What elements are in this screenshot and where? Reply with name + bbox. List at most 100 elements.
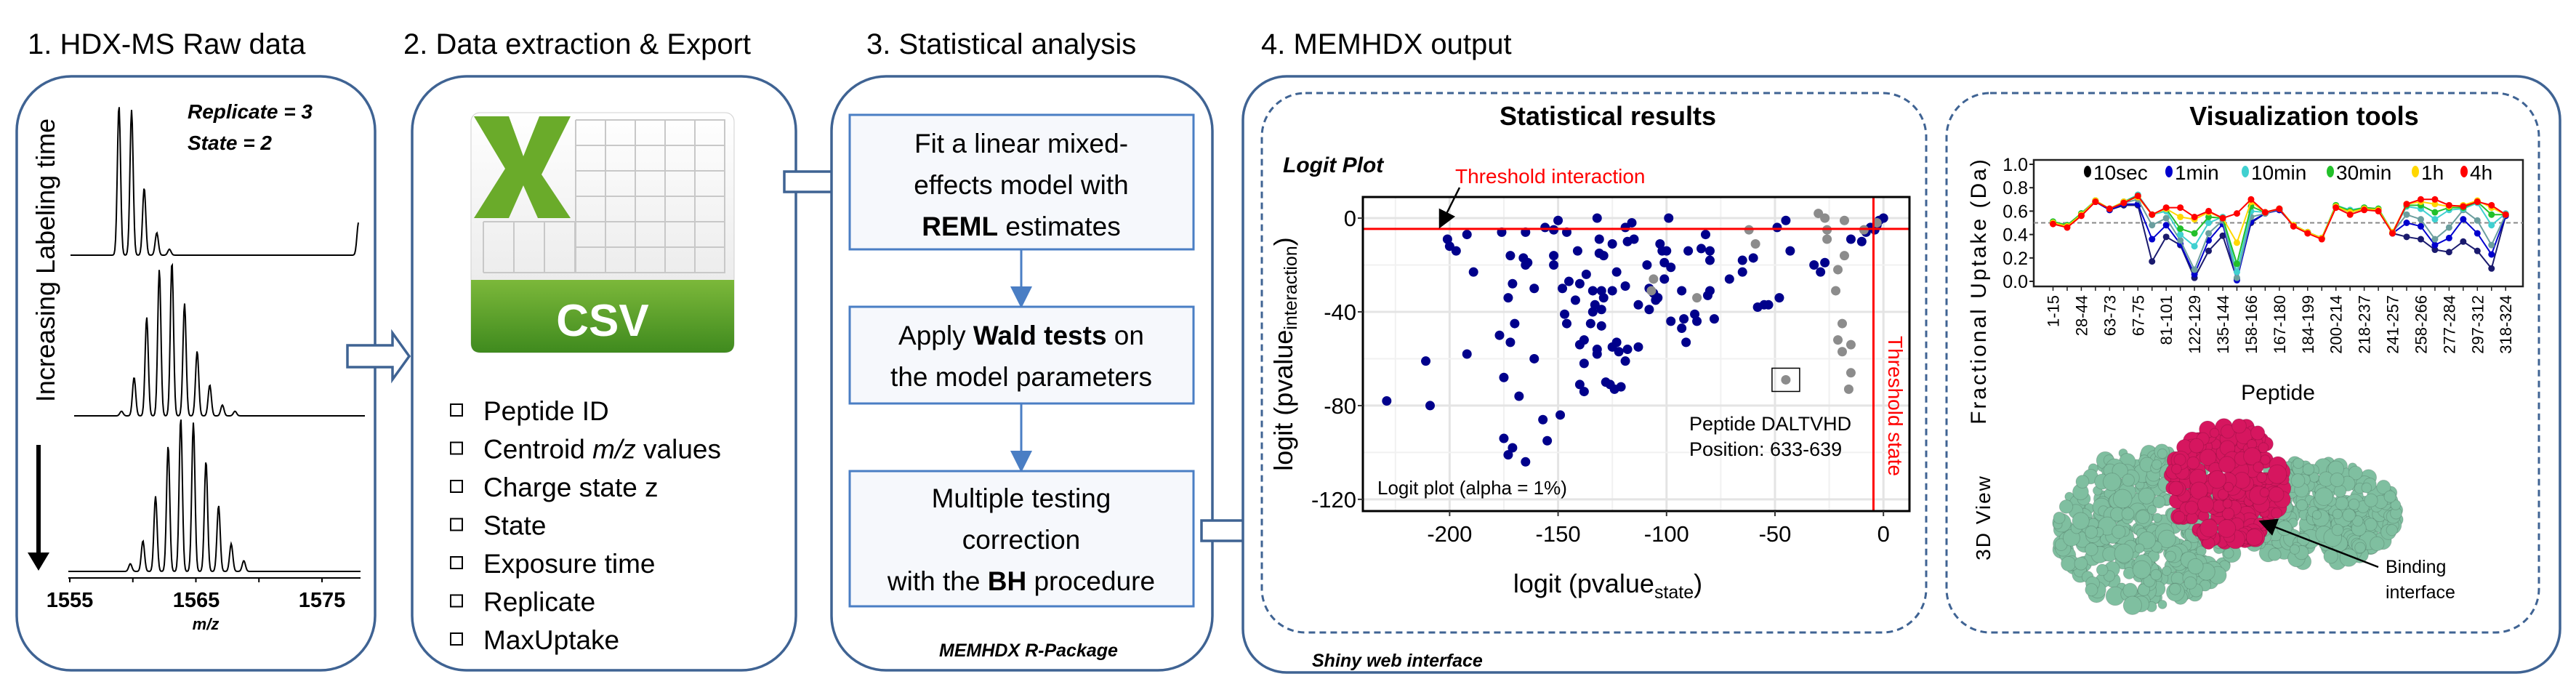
significant-point	[1572, 246, 1582, 256]
significant-point	[1683, 246, 1694, 256]
significant-point	[1653, 293, 1663, 303]
peptide-tick-label: 184-199	[2299, 295, 2317, 354]
significant-point	[1820, 257, 1830, 268]
uptake-point	[2403, 201, 2410, 208]
uptake-point	[2205, 220, 2213, 226]
threshold-pointer-arrow-icon	[1438, 187, 1461, 229]
significant-point	[1574, 278, 1585, 289]
significant-point	[1581, 269, 1591, 279]
nonsignificant-point	[1822, 234, 1832, 244]
protein-structure-3d[interactable]	[2052, 418, 2404, 615]
uptake-point	[2120, 199, 2128, 206]
peptide-annotation: Peptide DALTVHD	[1689, 413, 1851, 435]
mz-tick: 1565	[173, 589, 220, 612]
export-field: MaxUptake	[483, 625, 619, 655]
shiny-label: Shiny web interface	[1312, 651, 1483, 671]
nonsignificant-point	[1833, 265, 1843, 275]
peptide-tick-label: 67-75	[2129, 295, 2147, 336]
x-tick-label: -200	[1427, 521, 1472, 547]
y-tick-label: 0.2	[2003, 249, 2028, 269]
uptake-point	[2177, 225, 2184, 233]
significant-point	[1594, 234, 1604, 244]
uptake-point	[2205, 213, 2213, 220]
significant-point	[1579, 358, 1589, 369]
x-tick-label: -100	[1644, 521, 1689, 547]
significant-point	[1644, 305, 1654, 315]
uptake-point	[2445, 249, 2452, 256]
significant-point	[1659, 257, 1670, 268]
y-tick-label: 0.6	[2003, 201, 2028, 222]
nonsignificant-point	[1837, 318, 1847, 329]
labeling-time-label: Increasing Labeling time	[31, 118, 60, 402]
significant-point	[1642, 260, 1652, 270]
uptake-point	[2162, 204, 2170, 212]
export-field: Centroid m/z values	[483, 435, 721, 465]
uptake-point	[2191, 270, 2198, 278]
uptake-point	[2474, 217, 2481, 224]
nonsignificant-point	[1837, 347, 1847, 357]
threshold-state-label: Threshold state	[1884, 336, 1907, 476]
significant-point	[1562, 318, 1572, 329]
uptake-point	[2064, 224, 2071, 231]
significant-point	[1679, 314, 1689, 324]
uptake-point	[2191, 213, 2198, 220]
y-tick-label: 0.4	[2003, 225, 2028, 246]
checkbox-icon	[450, 480, 463, 493]
significant-point	[1499, 372, 1509, 382]
replicate-label: Replicate = 3	[188, 100, 313, 123]
nonsignificant-point	[1839, 215, 1849, 225]
peptide-tick-label: 277-284	[2440, 295, 2458, 354]
uptake-point	[2149, 211, 2156, 218]
significant-point	[1462, 230, 1472, 240]
uptake-point	[2403, 233, 2410, 241]
uptake-point	[2233, 274, 2240, 281]
significant-point	[1494, 330, 1505, 340]
significant-point	[1748, 253, 1758, 263]
export-field: Charge state z	[483, 473, 659, 502]
flow-arrow-icon	[346, 329, 411, 384]
uptake-point	[2488, 201, 2495, 209]
mz-tick: 1555	[47, 589, 94, 612]
significant-point	[1659, 274, 1670, 284]
significant-point	[1633, 342, 1643, 352]
significant-point	[1579, 335, 1589, 345]
uptake-point	[2417, 216, 2424, 223]
significant-point	[1772, 222, 1782, 233]
uptake-point	[2233, 210, 2240, 217]
uptake-point	[2417, 196, 2424, 203]
significant-point	[1503, 293, 1513, 303]
3d-view-label: 3D View	[1972, 475, 1995, 561]
peptide-tick-label: 1-15	[2045, 295, 2063, 327]
significant-point	[1611, 267, 1622, 277]
uptake-point	[2050, 220, 2056, 228]
uptake-point	[2361, 206, 2368, 214]
legend-marker	[2084, 166, 2091, 177]
step-fit-model	[848, 113, 1195, 251]
significant-point	[1737, 255, 1747, 265]
significant-point	[1692, 316, 1702, 326]
uptake-point	[2162, 233, 2170, 241]
uptake-point	[2488, 251, 2495, 258]
significant-point	[1521, 457, 1531, 467]
y-tick-label: 0.8	[2003, 178, 2028, 198]
peptide-tick-label: 200-214	[2327, 295, 2346, 354]
significant-point	[1503, 450, 1513, 460]
significant-point	[1425, 401, 1436, 411]
step1-line: Fit a linear mixed-	[914, 129, 1128, 158]
uptake-point	[2417, 236, 2424, 243]
significant-point	[1724, 274, 1734, 284]
uptake-point	[2149, 222, 2156, 229]
y-tick-label: -40	[1324, 300, 1356, 325]
significant-point	[1596, 321, 1606, 331]
x-tick-label: 0	[1877, 521, 1890, 547]
state-label: State = 2	[188, 132, 272, 154]
significant-point	[1508, 443, 1518, 453]
peptide-tick-label: 28-44	[2072, 295, 2090, 336]
export-field: Replicate	[483, 587, 595, 617]
uptake-point	[2431, 201, 2439, 208]
uptake-point	[2318, 236, 2325, 243]
significant-point	[1451, 246, 1461, 256]
uptake-point	[2488, 222, 2495, 229]
threshold-interaction-label: Threshold interaction	[1455, 165, 1645, 188]
